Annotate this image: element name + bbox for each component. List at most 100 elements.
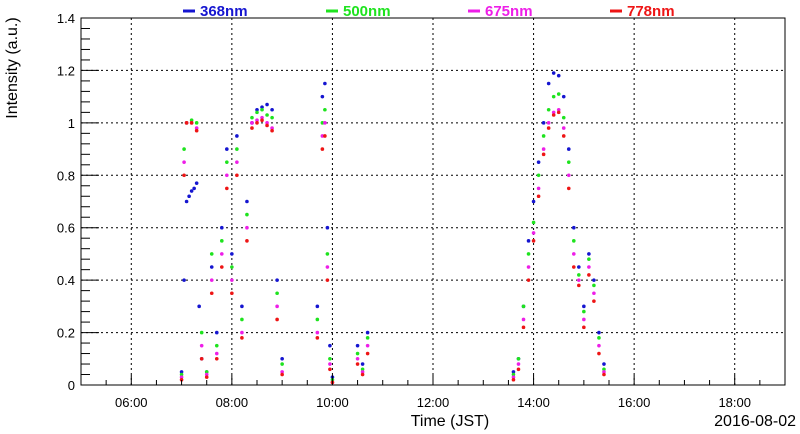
data-point [566, 160, 571, 164]
x-tick-label: 06:00 [115, 395, 148, 410]
data-point [360, 367, 365, 372]
data-point [546, 121, 551, 125]
data-point [265, 121, 269, 125]
data-point [230, 265, 234, 269]
data-point [561, 126, 566, 130]
data-point [320, 94, 325, 99]
data-point [511, 372, 516, 377]
data-point [582, 304, 586, 309]
legend-label: 500nm [343, 3, 391, 20]
data-point [328, 343, 332, 348]
data-point [280, 370, 284, 374]
data-point [541, 147, 546, 151]
data-point [521, 317, 526, 322]
data-point [260, 105, 264, 109]
data-point [275, 291, 279, 296]
data-point [360, 362, 365, 366]
data-point [360, 370, 365, 374]
data-point [561, 134, 566, 138]
data-point [521, 304, 526, 309]
data-point [355, 343, 360, 348]
data-point [572, 252, 576, 256]
data-point [325, 252, 330, 256]
data-point [245, 225, 249, 230]
data-point [592, 283, 596, 288]
data-point [323, 107, 327, 112]
x-axis-title: Time (JST) [411, 413, 490, 430]
data-point [315, 317, 320, 322]
data-point [194, 121, 199, 125]
data-point [597, 336, 601, 340]
data-point [199, 343, 204, 348]
y-tick-label: 0 [68, 378, 75, 393]
data-point [587, 257, 591, 261]
grid [81, 18, 785, 385]
data-point [220, 252, 224, 256]
data-point [323, 81, 327, 86]
x-tick-label: 18:00 [718, 395, 751, 410]
data-point [566, 186, 571, 191]
data-point [328, 356, 332, 361]
data-point [194, 128, 199, 133]
data-point [536, 186, 541, 191]
data-point [280, 356, 284, 361]
data-point [204, 372, 209, 377]
x-tick-label: 12:00 [417, 395, 450, 410]
data-point [365, 330, 370, 335]
data-point [536, 194, 541, 199]
data-point [511, 375, 516, 379]
data-point [189, 121, 194, 125]
data-point [220, 265, 224, 269]
data-point [355, 356, 360, 361]
data-point [516, 356, 521, 361]
data-point [582, 309, 586, 314]
data-point [355, 351, 360, 356]
data-point [325, 225, 330, 230]
data-point [235, 173, 239, 178]
data-point [255, 107, 259, 112]
data-point [577, 283, 581, 288]
data-point [551, 71, 556, 75]
legend-label: 675nm [485, 3, 533, 20]
data-point [328, 362, 332, 366]
data-point [214, 330, 219, 335]
data-point [325, 278, 330, 282]
data-point [556, 110, 561, 115]
data-point [541, 134, 546, 138]
data-point [541, 121, 546, 125]
data-point [179, 372, 184, 377]
data-point [245, 199, 249, 204]
data-point [592, 299, 596, 303]
data-point [270, 126, 274, 130]
data-point [365, 351, 370, 356]
data-point [602, 362, 606, 366]
data-point [225, 173, 229, 178]
data-points [179, 71, 606, 385]
legend-label: 778nm [627, 3, 675, 20]
data-point [197, 304, 201, 309]
data-point [536, 173, 541, 178]
data-point [577, 265, 581, 269]
data-point [526, 252, 531, 256]
data-point [189, 118, 194, 123]
data-point [184, 121, 189, 125]
data-point [245, 212, 249, 217]
data-point [323, 134, 327, 138]
data-point [531, 231, 536, 235]
data-point [235, 160, 239, 164]
data-point [187, 194, 191, 199]
x-tick-label: 08:00 [216, 395, 249, 410]
data-point [582, 317, 586, 322]
data-point [270, 128, 274, 133]
legend-label: 368nm [200, 3, 248, 20]
data-point [587, 265, 591, 269]
y-tick-label: 1.4 [57, 11, 75, 26]
data-point [546, 107, 551, 112]
data-point [209, 265, 214, 269]
x-tick-label: 16:00 [618, 395, 651, 410]
data-point [572, 239, 576, 243]
y-tick-label: 0.2 [57, 326, 75, 341]
data-point [511, 377, 516, 382]
data-point [526, 265, 531, 269]
